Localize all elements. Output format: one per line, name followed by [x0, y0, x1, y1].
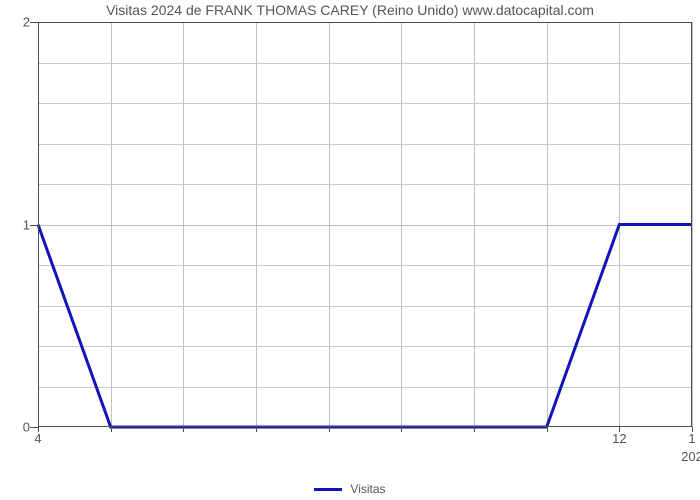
y-tick: [30, 427, 38, 428]
grid-vertical: [692, 22, 693, 427]
x-tick: [183, 427, 184, 432]
y-axis-label: 1: [23, 217, 30, 232]
plot-area: 0124121202: [38, 22, 692, 427]
y-tick: [30, 225, 38, 226]
x-tick: [329, 427, 330, 432]
plot-border: [38, 22, 692, 427]
x-axis-label-secondary: 202: [681, 449, 700, 464]
chart: Visitas 2024 de FRANK THOMAS CAREY (Rein…: [0, 0, 700, 500]
x-tick: [111, 427, 112, 432]
y-tick: [30, 22, 38, 23]
legend-label: Visitas: [350, 482, 385, 496]
x-tick: [474, 427, 475, 432]
legend-swatch: [314, 488, 342, 491]
x-tick: [401, 427, 402, 432]
y-axis-label: 2: [23, 15, 30, 30]
legend: Visitas: [0, 482, 700, 496]
y-axis-label: 0: [23, 420, 30, 435]
x-axis-label: 12: [612, 431, 626, 446]
x-tick: [256, 427, 257, 432]
chart-title: Visitas 2024 de FRANK THOMAS CAREY (Rein…: [0, 2, 700, 18]
x-axis-label: 4: [34, 431, 41, 446]
x-axis-label: 1: [688, 431, 695, 446]
x-tick: [547, 427, 548, 432]
